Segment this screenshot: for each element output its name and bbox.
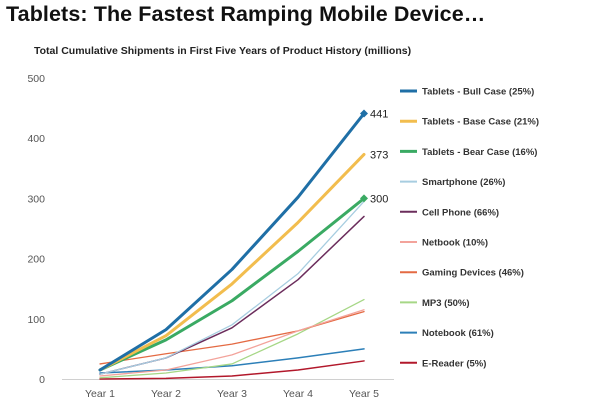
legend-label-tablets-bull-case-25: Tablets - Bull Case (25%): [422, 87, 534, 98]
y-tick-label: 200: [27, 254, 45, 266]
end-label-tablets-bear-case-16: 300: [370, 193, 388, 205]
series-line-tablets-bear-case-16: [98, 196, 366, 372]
end-marker-tablets-bear-case-16: [360, 194, 368, 203]
y-tick-label: 100: [27, 314, 45, 326]
legend-label-gaming-devices-46: Gaming Devices (46%): [422, 268, 524, 279]
x-tick-label: Year 2: [151, 388, 181, 400]
end-label-tablets-base-case-21: 373: [370, 149, 388, 161]
x-tick-label: Year 1: [85, 388, 115, 400]
series-line-notebook-61: [99, 348, 365, 374]
legend-label-mp3-50: MP3 (50%): [422, 298, 470, 309]
x-tick-label: Year 5: [349, 388, 379, 400]
y-axis: 0 100 200 300 400 500: [27, 73, 45, 386]
chart-subtitle: Total Cumulative Shipments in First Five…: [34, 45, 412, 57]
legend-label-e-reader-5: E-Reader (5%): [422, 358, 486, 369]
x-tick-label: Year 3: [217, 388, 247, 400]
y-tick-label: 0: [39, 374, 45, 386]
y-tick-label: 500: [27, 73, 45, 85]
series-line-tablets-base-case-21: [98, 152, 366, 372]
legend: Tablets - Bull Case (25%) Tablets - Base …: [400, 87, 539, 369]
end-marker-tablets-bull-case-25: [360, 109, 368, 118]
series-lines: [98, 112, 366, 380]
series-markers: [360, 109, 368, 203]
legend-label-netbook-10: Netbook (10%): [422, 238, 488, 249]
end-labels: 441 373 300: [370, 109, 388, 206]
series-line-e-reader-5: [99, 360, 365, 380]
page-title: Tablets: The Fastest Ramping Mobile Devi…: [6, 2, 486, 26]
legend-label-smartphone-26: Smartphone (26%): [422, 177, 505, 188]
legend-label-cell-phone-66: Cell Phone (66%): [422, 207, 499, 218]
series-line-smartphone-26: [99, 200, 365, 375]
end-label-tablets-bull-case-25: 441: [370, 109, 388, 121]
x-tick-label: Year 4: [283, 388, 313, 400]
y-tick-label: 300: [27, 193, 45, 205]
x-axis: Year 1 Year 2 Year 3 Year 4 Year 5: [62, 379, 394, 400]
legend-label-notebook-61: Notebook (61%): [422, 328, 494, 339]
y-tick-label: 400: [27, 133, 45, 145]
legend-label-tablets-bear-case-16: Tablets - Bear Case (16%): [422, 147, 537, 158]
legend-label-tablets-base-case-21: Tablets - Base Case (21%): [422, 117, 539, 128]
series-line-netbook-10: [99, 309, 365, 377]
series-line-tablets-bull-case-25: [98, 112, 366, 372]
series-line-mp3-50: [99, 298, 365, 379]
